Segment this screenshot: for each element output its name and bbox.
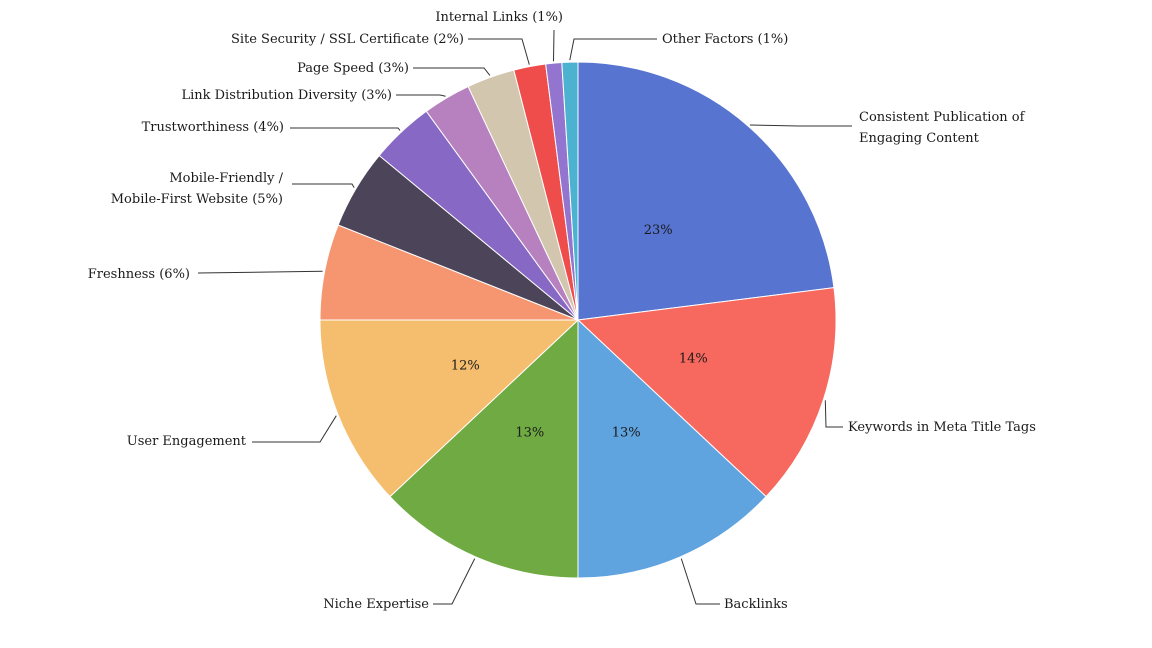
label-trustworthiness: Trustworthiness (4%): [142, 120, 284, 135]
label-user-engagement: User Engagement: [127, 434, 247, 449]
label-consistent-publication-of-engaging-content: Consistent Publication of Engaging Conten…: [859, 110, 1026, 146]
label-freshness: Freshness (6%): [88, 267, 190, 282]
slice-niche-expertise: [389, 318, 579, 579]
slice-other-factors: [561, 61, 579, 321]
slices-group: [319, 61, 837, 579]
label-link-distribution-diversity: Link Distribution Diversity (3%): [181, 88, 392, 103]
leader-lines-group: [197, 29, 852, 605]
leader-line-keywords-in-meta-title-tags: [824, 400, 843, 428]
leader-line-link-distribution-diversity: [396, 94, 446, 97]
leader-line-mobile-friendly-mobile-first-website: [292, 183, 355, 188]
pct-label-niche-expertise: 13%: [515, 425, 544, 440]
pct-label-backlinks: 13%: [612, 425, 641, 440]
leader-line-site-security-ssl-certificate: [468, 38, 530, 65]
label-page-speed: Page Speed (3%): [297, 61, 409, 76]
leader-line-trustworthiness: [290, 127, 401, 131]
slice-keywords-in-meta-title-tags: [576, 287, 837, 498]
label-internal-links: Internal Links (1%): [435, 10, 563, 25]
leader-line-freshness: [197, 270, 323, 274]
pct-label-user-engagement: 12%: [451, 359, 480, 374]
leader-line-page-speed: [413, 67, 491, 76]
leader-line-backlinks: [680, 558, 720, 605]
slice-consistent-publication-of-engaging-content: [577, 61, 835, 321]
leader-line-consistent-publication-of-engaging-content: [749, 124, 852, 127]
label-site-security-ssl-certificate: Site Security / SSL Certificate (2%): [231, 32, 464, 47]
label-mobile-friendly-mobile-first-website: Mobile-Friendly / Mobile-First Website (5…: [111, 171, 284, 207]
labels-group: 23% Consistent Publication of Engaging Con…: [88, 10, 1036, 612]
slice-user-engagement: [319, 319, 580, 498]
leader-line-internal-links: [553, 29, 555, 62]
label-other-factors: Other Factors (1%): [662, 32, 788, 47]
pct-label-consistent-publication-of-engaging-content: 23%: [644, 223, 673, 238]
label-keywords-in-meta-title-tags: Keywords in Meta Title Tags: [848, 420, 1036, 435]
leader-line-user-engagement: [252, 415, 337, 443]
slice-backlinks: [577, 318, 767, 579]
label-backlinks: Backlinks: [724, 597, 788, 612]
leader-line-niche-expertise: [433, 558, 476, 605]
label-niche-expertise: Niche Expertise: [323, 597, 429, 612]
leader-line-other-factors: [569, 38, 657, 61]
pct-label-keywords-in-meta-title-tags: 14%: [679, 352, 708, 367]
